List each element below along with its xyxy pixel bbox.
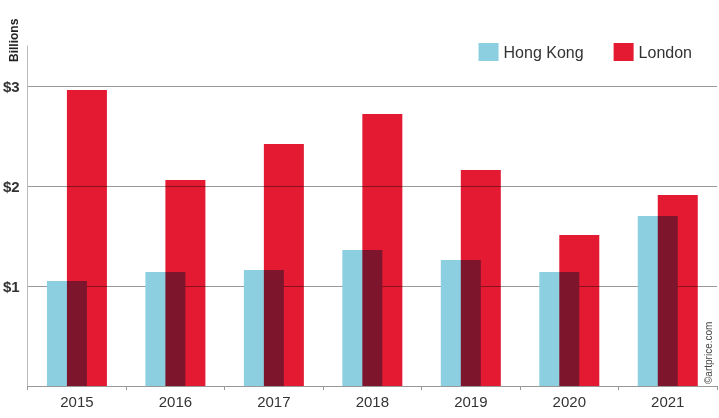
svg-text:2017: 2017 xyxy=(257,393,290,410)
svg-text:2020: 2020 xyxy=(553,393,586,410)
svg-text:2018: 2018 xyxy=(356,393,389,410)
svg-text:©artprice.com: ©artprice.com xyxy=(703,322,714,384)
svg-text:$1: $1 xyxy=(3,278,20,295)
svg-text:2016: 2016 xyxy=(159,393,192,410)
svg-text:2021: 2021 xyxy=(651,393,684,410)
svg-text:$3: $3 xyxy=(3,78,20,95)
svg-text:2019: 2019 xyxy=(454,393,487,410)
svg-text:London: London xyxy=(639,44,692,61)
svg-text:2015: 2015 xyxy=(60,393,93,410)
svg-text:Hong Kong: Hong Kong xyxy=(504,44,584,61)
svg-text:$2: $2 xyxy=(3,178,20,195)
svg-text:Billions: Billions xyxy=(7,18,21,62)
